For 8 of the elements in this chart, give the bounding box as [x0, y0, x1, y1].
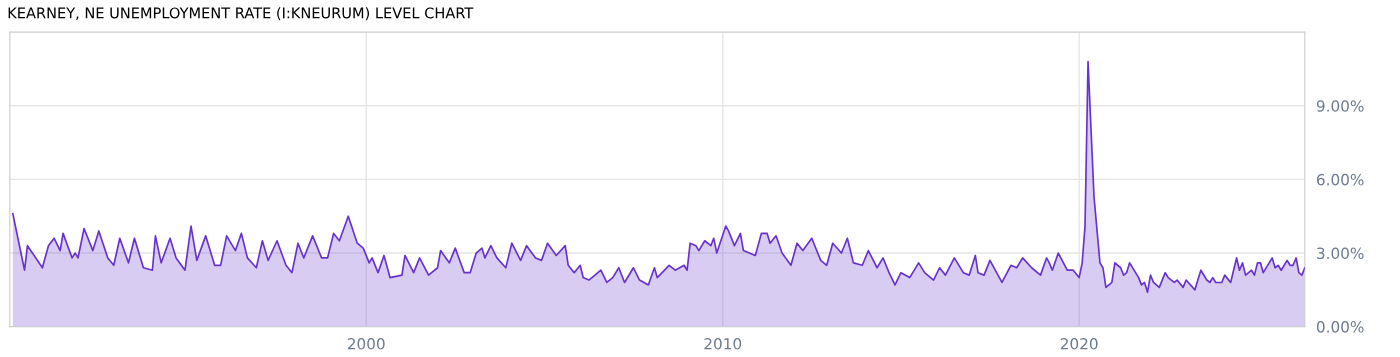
- x-tick-label: 2020: [1060, 338, 1098, 350]
- y-tick-label: 0.00%: [1316, 321, 1364, 333]
- x-tick-label: 2010: [704, 338, 742, 350]
- y-tick-label: 3.00%: [1317, 247, 1364, 260]
- x-tick-label: 2000: [347, 338, 385, 350]
- y-tick-label: 9.00%: [1316, 100, 1364, 112]
- y-tick-label: 6.00%: [1316, 173, 1364, 186]
- chart-title: KEARNEY, NE UNEMPLOYMENT RATE (I:KNEURUM) LEVEL CHART: [8, 7, 474, 21]
